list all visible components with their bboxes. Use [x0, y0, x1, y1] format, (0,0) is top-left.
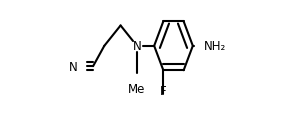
Text: NH₂: NH₂ [204, 40, 226, 53]
Text: Me: Me [128, 83, 146, 96]
Text: N: N [69, 60, 78, 73]
Text: F: F [160, 84, 167, 97]
Text: N: N [133, 40, 141, 53]
